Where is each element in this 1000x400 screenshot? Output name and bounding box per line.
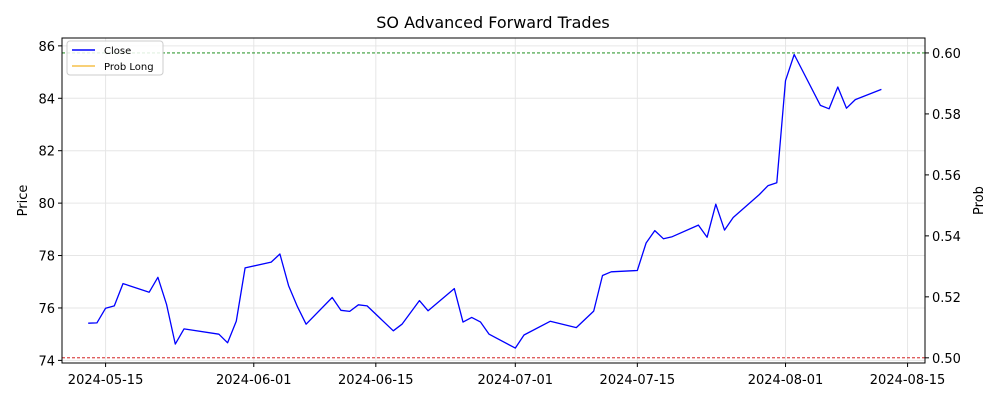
- y2-tick-label: 0.50: [932, 352, 961, 367]
- data-point: [96, 322, 98, 324]
- y-axis-title: Price: [16, 185, 31, 217]
- data-point: [236, 320, 238, 322]
- data-point: [828, 108, 830, 110]
- data-point: [279, 253, 281, 255]
- data-point: [654, 230, 656, 232]
- data-point: [218, 333, 220, 335]
- data-point: [488, 333, 490, 335]
- data-point: [331, 297, 333, 299]
- data-point: [549, 321, 551, 323]
- data-point: [593, 310, 595, 312]
- data-point: [881, 89, 883, 91]
- x-tick-label: 2024-06-01: [216, 373, 292, 388]
- y-tick-label: 74: [38, 354, 55, 369]
- data-point: [837, 86, 839, 88]
- data-point: [419, 300, 421, 302]
- y2-tick-label: 0.56: [932, 169, 961, 184]
- data-point: [637, 270, 639, 272]
- x-tick-label: 2024-07-15: [600, 373, 676, 388]
- x-tick-label: 2024-06-15: [338, 373, 414, 388]
- grid: [62, 38, 925, 363]
- plot-frame: [61, 37, 926, 364]
- y-tick-label: 84: [38, 92, 55, 107]
- data-point: [854, 99, 856, 101]
- data-point: [305, 323, 307, 325]
- data-point: [698, 224, 700, 226]
- y-tick-label: 80: [38, 197, 55, 212]
- data-point: [270, 261, 272, 263]
- series-layer: [87, 53, 883, 349]
- data-point: [724, 229, 726, 231]
- data-point: [114, 305, 116, 307]
- data-point: [820, 105, 822, 107]
- data-point: [297, 306, 299, 308]
- data-point: [148, 291, 150, 293]
- data-point: [793, 54, 795, 56]
- data-point: [514, 347, 516, 349]
- y-axis-left: 74 76 78 80 82 84 86: [38, 40, 62, 369]
- legend-label: Close: [104, 46, 131, 57]
- data-point: [759, 194, 761, 196]
- data-point: [122, 283, 124, 285]
- data-point: [288, 285, 290, 287]
- x-axis: 2024-05-15 2024-06-01 2024-06-15 2024-07-01…: [68, 363, 946, 388]
- data-point: [392, 330, 394, 332]
- data-point: [706, 236, 708, 238]
- data-point: [663, 238, 665, 240]
- data-point: [671, 236, 673, 238]
- data-point: [776, 182, 778, 184]
- data-point: [244, 267, 246, 269]
- y2-tick-label: 0.60: [932, 47, 961, 62]
- data-point: [453, 288, 455, 290]
- data-point: [427, 310, 429, 312]
- y-tick-label: 76: [38, 302, 55, 317]
- x-tick-label: 2024-07-01: [478, 373, 554, 388]
- data-point: [166, 304, 168, 306]
- data-point: [401, 323, 403, 325]
- y-tick-label: 82: [38, 145, 55, 160]
- data-point: [471, 317, 473, 319]
- data-point: [785, 80, 787, 82]
- data-point: [340, 310, 342, 312]
- data-point: [227, 342, 229, 344]
- chart-title: SO Advanced Forward Trades: [376, 13, 610, 32]
- reference-lines: [62, 52, 925, 359]
- legend: Close Prob Long: [66, 40, 164, 76]
- data-point: [358, 304, 360, 306]
- data-point: [732, 217, 734, 219]
- legend-label: Prob Long: [104, 62, 154, 73]
- data-point: [576, 327, 578, 329]
- data-point: [183, 328, 185, 330]
- data-point: [105, 307, 107, 309]
- data-point: [602, 275, 604, 277]
- data-point: [87, 322, 89, 324]
- data-point: [645, 242, 647, 244]
- y2-tick-label: 0.52: [932, 291, 961, 306]
- x-tick-label: 2024-05-15: [68, 373, 144, 388]
- data-point: [523, 334, 525, 336]
- data-point: [349, 311, 351, 313]
- data-point: [157, 276, 159, 278]
- y2-axis-title: Prob: [972, 186, 987, 215]
- data-point: [767, 185, 769, 187]
- series-line-close: [88, 53, 882, 349]
- y-axis-right: 0.50 0.52 0.54 0.56 0.58 0.60: [925, 47, 961, 367]
- x-tick-label: 2024-08-15: [870, 373, 946, 388]
- data-point: [610, 271, 612, 273]
- data-point: [715, 203, 717, 205]
- data-point: [846, 107, 848, 109]
- x-tick-label: 2024-08-01: [748, 373, 824, 388]
- y2-tick-label: 0.58: [932, 108, 961, 123]
- data-point: [366, 305, 368, 307]
- y2-tick-label: 0.54: [932, 230, 961, 245]
- y-tick-label: 78: [38, 250, 55, 265]
- y-tick-label: 86: [38, 40, 55, 55]
- data-point: [175, 343, 177, 345]
- data-point: [480, 321, 482, 323]
- data-point: [462, 321, 464, 323]
